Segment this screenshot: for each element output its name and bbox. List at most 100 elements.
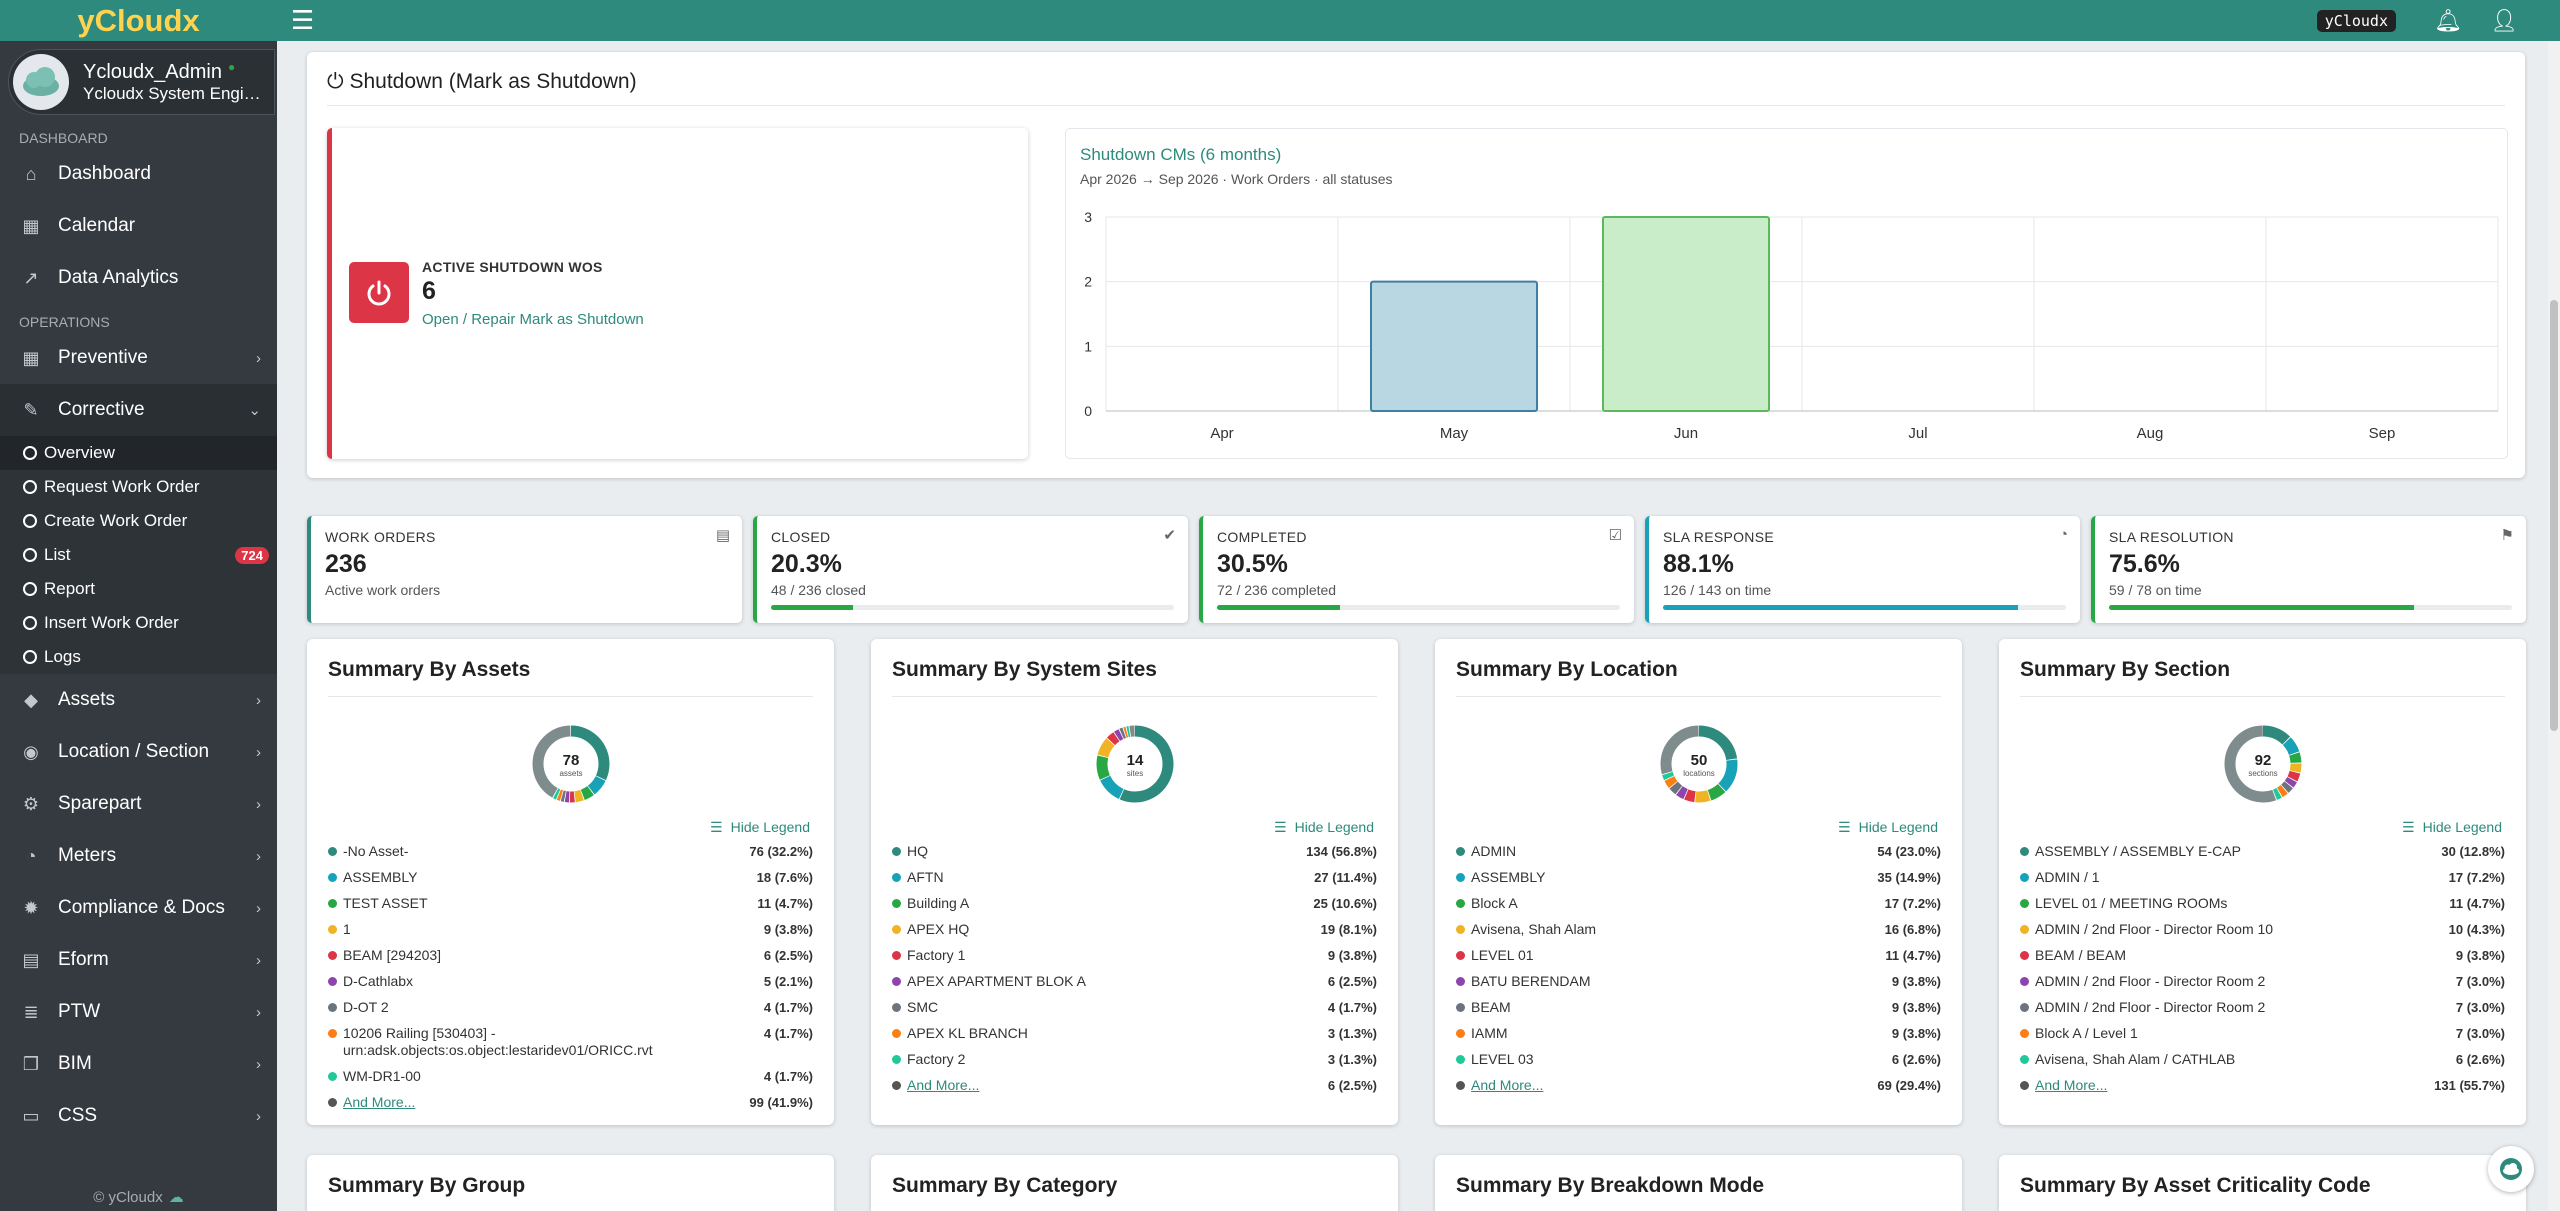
sidebar-subitem-request-work-order[interactable]: Request Work Order	[0, 470, 277, 504]
and-more-link[interactable]: And More...	[907, 1077, 980, 1093]
sidebar-subitem-create-work-order[interactable]: Create Work Order	[0, 504, 277, 538]
sidebar-item-dashboard[interactable]: ⌂ Dashboard	[0, 148, 277, 200]
sidebar-item-ptw[interactable]: ≣ PTW ›	[0, 986, 277, 1038]
list-alt-icon: ▤	[715, 527, 730, 544]
chat-fab-button[interactable]	[2488, 1146, 2534, 1192]
kpi-value: 20.3%	[771, 550, 842, 578]
circle-icon	[23, 650, 37, 664]
circle-icon	[23, 480, 37, 494]
sidebar-subitem-logs[interactable]: Logs	[0, 640, 277, 674]
legend-label: Avisena, Shah Alam	[1471, 921, 1597, 937]
bar-jun[interactable]	[1602, 216, 1770, 412]
and-more-link[interactable]: And More...	[1471, 1077, 1544, 1093]
sidebar-item-calendar[interactable]: ▦ Calendar	[0, 200, 277, 252]
brand-logo[interactable]: yCloudx	[0, 0, 277, 41]
sidebar-item-corrective[interactable]: ✎ Corrective ⌄	[0, 384, 277, 436]
donut-segment[interactable]	[1660, 725, 1737, 803]
sidebar-item-preventive[interactable]: ▦ Preventive ›	[0, 332, 277, 384]
user-panel[interactable]: Ycloudx_Admin ● Ycloudx System Engin...	[8, 49, 275, 115]
chevron-right-icon: ›	[256, 847, 261, 865]
legend-value: 7 (3.0%)	[2455, 974, 2505, 989]
sidebar-subitem-report[interactable]: Report	[0, 572, 277, 606]
kpi-card-sla-resolution[interactable]: SLA RESOLUTION ⚑ 75.6% 59 / 78 on time	[2091, 516, 2526, 623]
legend-label: APEX APARTMENT BLOK A	[907, 973, 1086, 989]
legend-row: ASSEMBLY 18 (7.6%)	[328, 869, 813, 886]
user-icon[interactable]: 👤︎	[2490, 7, 2518, 33]
sidebar-item-sparepart[interactable]: ⚙ Sparepart ›	[0, 778, 277, 830]
sidebar-subitem-list[interactable]: List 724	[0, 538, 277, 572]
kpi-progress-fill	[1217, 605, 1340, 610]
subitem-label: List	[44, 545, 71, 564]
legend-value: 131 (55.7%)	[2434, 1078, 2505, 1093]
cogs-icon: ⚙	[22, 793, 40, 814]
nav-header-operations: OPERATIONS	[19, 314, 110, 330]
legend-dot	[2020, 1003, 2029, 1012]
hide-legend-label: Hide Legend	[1858, 819, 1938, 835]
donut-segment[interactable]	[1096, 725, 1173, 803]
donut-segment[interactable]	[2224, 725, 2301, 803]
open-repair-shutdown-link[interactable]: Open / Repair Mark as Shutdown	[422, 311, 644, 328]
legend-label: Building A	[907, 895, 970, 911]
bar-may[interactable]	[1370, 280, 1538, 412]
kpi-card-work-orders[interactable]: WORK ORDERS ▤ 236 Active work orders	[307, 516, 742, 623]
kpi-card-closed[interactable]: CLOSED ✔ 20.3% 48 / 236 closed	[753, 516, 1188, 623]
legend-row: BEAM / BEAM 9 (3.8%)	[2020, 947, 2505, 964]
donut-segment[interactable]	[1096, 725, 1173, 803]
legend-dot	[328, 1003, 337, 1012]
legend-label: APEX HQ	[907, 921, 970, 937]
summary-title: Summary By Assets	[328, 658, 531, 681]
donut-segment[interactable]	[532, 725, 609, 803]
sidebar-subitem-overview[interactable]: Overview	[0, 436, 277, 470]
donut-center-count: 78	[562, 752, 579, 769]
donut-segment[interactable]	[532, 725, 609, 803]
scrollbar[interactable]	[2548, 41, 2560, 1211]
divider	[328, 696, 813, 697]
menu-toggle-icon[interactable]: ☰	[291, 5, 315, 35]
sidebar-item-compliance-docs[interactable]: ✹ Compliance & Docs ›	[0, 882, 277, 934]
hide-legend-button[interactable]: ☰ Hide Legend	[710, 819, 810, 836]
legend-label: D-OT 2	[343, 999, 389, 1015]
legend-dot	[892, 847, 901, 856]
sidebar-item-assets[interactable]: ◆ Assets ›	[0, 674, 277, 726]
scrollbar-thumb[interactable]	[2550, 300, 2558, 731]
legend-row: LEVEL 01 11 (4.7%)	[1456, 947, 1941, 964]
legend-value: 3 (1.3%)	[1327, 1026, 1377, 1041]
user-role: Ycloudx System Engin...	[83, 83, 263, 103]
legend-label: -No Asset-	[343, 843, 409, 859]
and-more-link[interactable]: And More...	[343, 1094, 416, 1110]
legend-row: APEX KL BRANCH 3 (1.3%)	[892, 1025, 1377, 1042]
and-more-link[interactable]: And More...	[2035, 1077, 2108, 1093]
legend-dot	[2020, 951, 2029, 960]
sidebar-item-location-section[interactable]: ◉ Location / Section ›	[0, 726, 277, 778]
hide-legend-button[interactable]: ☰ Hide Legend	[1838, 819, 1938, 836]
summary-title: Summary By Asset Criticality Code	[2020, 1174, 2371, 1197]
kpi-card-sla-response[interactable]: SLA RESPONSE ◔ 88.1% 126 / 143 on time	[1645, 516, 2080, 623]
donut-segment[interactable]	[2224, 725, 2301, 803]
legend-dot	[2020, 1081, 2029, 1090]
donut-segment[interactable]	[532, 725, 609, 803]
calendar-check-icon: ▦	[22, 347, 40, 368]
sidebar-item-data-analytics[interactable]: ↗ Data Analytics	[0, 252, 277, 304]
hide-legend-button[interactable]: ☰ Hide Legend	[2402, 819, 2502, 836]
kpi-card-completed[interactable]: COMPLETED ☑ 30.5% 72 / 236 completed	[1199, 516, 1634, 623]
donut-segment[interactable]	[1660, 725, 1737, 803]
bell-icon[interactable]: 🔔︎	[2434, 7, 2462, 33]
sidebar-item-css[interactable]: ▭ CSS ›	[0, 1090, 277, 1142]
legend-dot	[328, 847, 337, 856]
donut-segment[interactable]	[1660, 725, 1737, 803]
sidebar-item-bim[interactable]: ❒ BIM ›	[0, 1038, 277, 1090]
legend-value: 54 (23.0%)	[1877, 844, 1941, 859]
sidebar-item-eform[interactable]: ▤ Eform ›	[0, 934, 277, 986]
sidebar-subitem-insert-work-order[interactable]: Insert Work Order	[0, 606, 277, 640]
sidebar-item-meters[interactable]: ◔ Meters ›	[0, 830, 277, 882]
kpi-subtext: Active work orders	[325, 582, 441, 598]
kpi-subtext: 126 / 143 on time	[1663, 582, 1772, 598]
donut-segment[interactable]	[1660, 725, 1737, 803]
donut-segment[interactable]	[2224, 725, 2301, 803]
hide-legend-button[interactable]: ☰ Hide Legend	[1274, 819, 1374, 836]
legend-row: 10206 Railing [530403] - urn:adsk.object…	[328, 1025, 813, 1059]
legend-dot	[892, 873, 901, 882]
donut-center-label: assets	[559, 769, 582, 778]
kpi-label: SLA RESOLUTION	[2109, 529, 2234, 545]
sidebar-item-label: Data Analytics	[58, 267, 179, 288]
